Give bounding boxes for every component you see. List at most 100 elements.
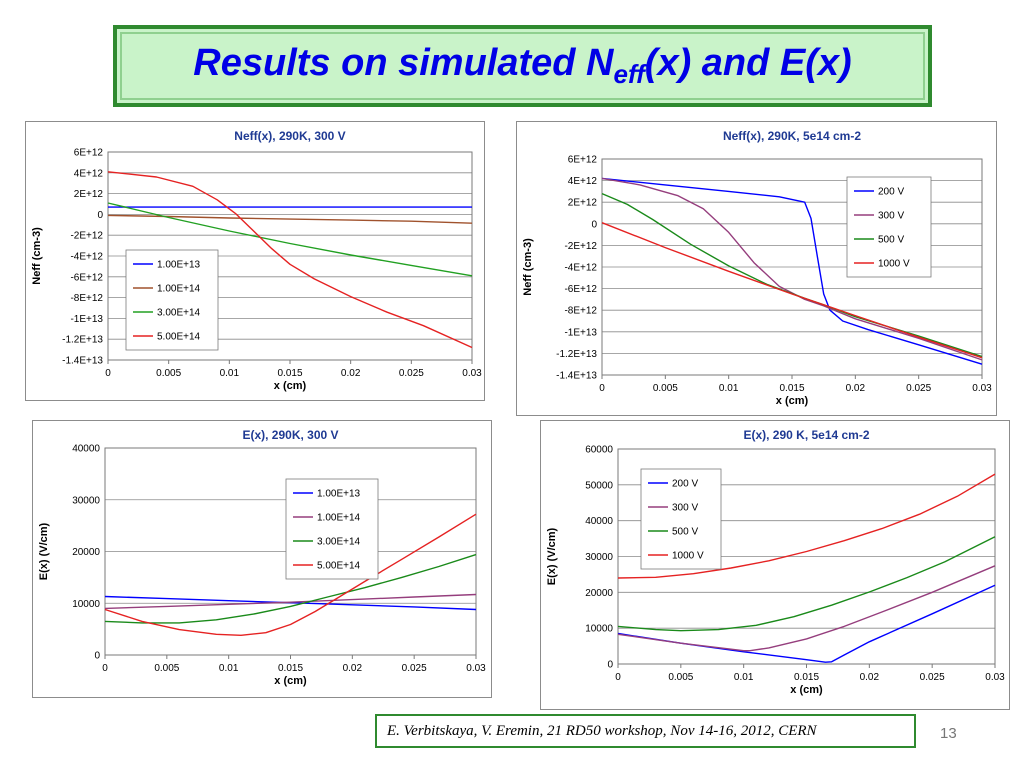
legend-label: 1000 V xyxy=(672,551,704,562)
x-tick-label: 0.03 xyxy=(462,368,482,379)
y-axis-label: Neff (cm-3) xyxy=(522,238,534,296)
slide-title-rest: (x) and E(x) xyxy=(644,42,852,84)
legend-label: 1000 V xyxy=(878,259,910,270)
y-tick-label: 50000 xyxy=(585,480,613,491)
x-tick-label: 0.015 xyxy=(278,663,303,674)
series-line-2 xyxy=(601,177,983,361)
x-tick-label: 0.005 xyxy=(156,368,181,379)
page-number: 13 xyxy=(940,725,957,742)
x-tick-label: 0.015 xyxy=(779,383,804,394)
series-line-2 xyxy=(617,565,996,652)
y-tick-label: -1E+13 xyxy=(564,327,597,338)
series-line-3 xyxy=(104,553,477,624)
chart-panel-neff-5e14: Neff(x), 290K, 5e14 cm-2 6E+12 4E+12 2E+12 0… xyxy=(516,121,997,416)
chart-svg: E(x), 290K, 300 V 40000 30000 20000 10000 00 0… xyxy=(38,428,486,687)
legend-label: 500 V xyxy=(672,527,698,538)
x-tick-label: 0 xyxy=(599,383,605,394)
series-line-4 xyxy=(617,473,996,579)
chart-title: E(x), 290K, 300 V xyxy=(242,428,338,442)
y-tick-label: 30000 xyxy=(72,495,100,506)
legend-label: 200 V xyxy=(672,479,698,490)
x-tick-label: 0.015 xyxy=(277,368,302,379)
x-tick-label: 0.025 xyxy=(920,672,945,683)
x-tick-label: 0.01 xyxy=(219,663,239,674)
slide-title-box: Results on simulated Neff(x) and E(x) xyxy=(113,25,932,107)
y-tick-label: 30000 xyxy=(585,552,613,563)
y-axis-label: E(x) (V/cm) xyxy=(38,522,50,580)
y-tick-label: -1.2E+13 xyxy=(62,335,103,346)
x-tick-label: 0.005 xyxy=(154,663,179,674)
x-tick-label: 0.01 xyxy=(220,368,240,379)
x-tick-label: 0.02 xyxy=(846,383,866,394)
y-tick-label: -8E+12 xyxy=(564,306,597,317)
legend-label: 1.00E+13 xyxy=(157,260,201,271)
y-tick-label: 0 xyxy=(607,660,613,671)
x-axis-label: x (cm) xyxy=(274,675,307,687)
legend-label: 3.00E+14 xyxy=(157,308,201,319)
legend-label: 1.00E+14 xyxy=(157,284,201,295)
legend-label: 200 V xyxy=(878,187,904,198)
y-tick-label: -6E+12 xyxy=(564,284,597,295)
y-tick-label: 40000 xyxy=(72,444,100,455)
x-tick-label: 0.015 xyxy=(794,672,819,683)
x-tick-label: 0.005 xyxy=(653,383,678,394)
y-tick-label: 6E+12 xyxy=(568,155,598,166)
chart-panel-e-5e14: E(x), 290 K, 5e14 cm-2 60000 50000 40000 300… xyxy=(540,420,1010,710)
y-tick-label: 6E+12 xyxy=(74,148,104,159)
chart-title: Neff(x), 290K, 5e14 cm-2 xyxy=(723,129,861,143)
chart-title: Neff(x), 290K, 300 V xyxy=(234,129,345,143)
y-tick-label: 0 xyxy=(591,219,597,230)
chart-svg: Neff(x), 290K, 5e14 cm-2 6E+12 4E+12 2E+12 0… xyxy=(522,129,992,407)
series-line-2 xyxy=(104,593,477,610)
series-line-4 xyxy=(601,222,983,359)
chart-title: E(x), 290 K, 5e14 cm-2 xyxy=(743,428,869,442)
y-tick-label: 40000 xyxy=(585,516,613,527)
chart-panel-neff-300v: Neff(x), 290K, 300 V 6E+12 4E+12 2E+12 0 -2E+… xyxy=(25,121,485,401)
y-tick-label: 0 xyxy=(94,651,100,662)
x-axis-label: x (cm) xyxy=(776,395,809,407)
legend-box xyxy=(640,468,722,570)
y-tick-label: 4E+12 xyxy=(74,168,104,179)
legend-label: 300 V xyxy=(672,503,698,514)
y-tick-label: -1.4E+13 xyxy=(556,371,597,382)
chart-svg: E(x), 290 K, 5e14 cm-2 60000 50000 40000 300… xyxy=(546,428,1005,696)
x-tick-label: 0.03 xyxy=(972,383,992,394)
series-line-1 xyxy=(601,177,983,365)
x-tick-label: 0 xyxy=(102,663,108,674)
x-tick-label: 0.01 xyxy=(719,383,739,394)
slide-title: Results on simulated Neff(x) and E(x) xyxy=(193,42,851,90)
y-tick-label: 0 xyxy=(97,210,103,221)
y-tick-label: 10000 xyxy=(585,624,613,635)
x-tick-label: 0 xyxy=(105,368,111,379)
series-line-4 xyxy=(107,171,473,349)
y-axis-label: E(x) (V/cm) xyxy=(546,527,558,585)
slide-title-main: Results on simulated N xyxy=(193,42,614,84)
x-tick-label: 0.025 xyxy=(399,368,424,379)
x-axis-label: x (cm) xyxy=(790,684,823,696)
y-tick-label: -2E+12 xyxy=(564,241,597,252)
legend-box xyxy=(846,176,932,278)
y-tick-label: -4E+12 xyxy=(564,263,597,274)
x-tick-label: 0.03 xyxy=(466,663,486,674)
x-tick-label: 0 xyxy=(615,672,621,683)
y-tick-label: 10000 xyxy=(72,599,100,610)
x-axis-label: x (cm) xyxy=(274,380,307,392)
y-tick-label: -1.2E+13 xyxy=(556,349,597,360)
series-line-3 xyxy=(617,536,996,632)
y-tick-label: -4E+12 xyxy=(70,252,103,263)
footer-citation: E. Verbitskaya, V. Eremin, 21 RD50 works… xyxy=(387,722,817,739)
y-tick-label: -1.4E+13 xyxy=(62,356,103,367)
legend-label: 5.00E+14 xyxy=(157,332,201,343)
legend-label: 1.00E+14 xyxy=(317,513,361,524)
y-tick-label: 2E+12 xyxy=(74,189,104,200)
series-line-4 xyxy=(104,513,477,637)
series-line-2 xyxy=(107,214,473,224)
x-tick-label: 0.005 xyxy=(668,672,693,683)
legend-box xyxy=(285,478,379,580)
x-tick-label: 0.01 xyxy=(734,672,754,683)
y-tick-label: 2E+12 xyxy=(568,198,598,209)
x-tick-label: 0.03 xyxy=(985,672,1005,683)
y-tick-label: 20000 xyxy=(72,547,100,558)
series-line-3 xyxy=(107,202,473,277)
y-tick-label: 4E+12 xyxy=(568,176,598,187)
